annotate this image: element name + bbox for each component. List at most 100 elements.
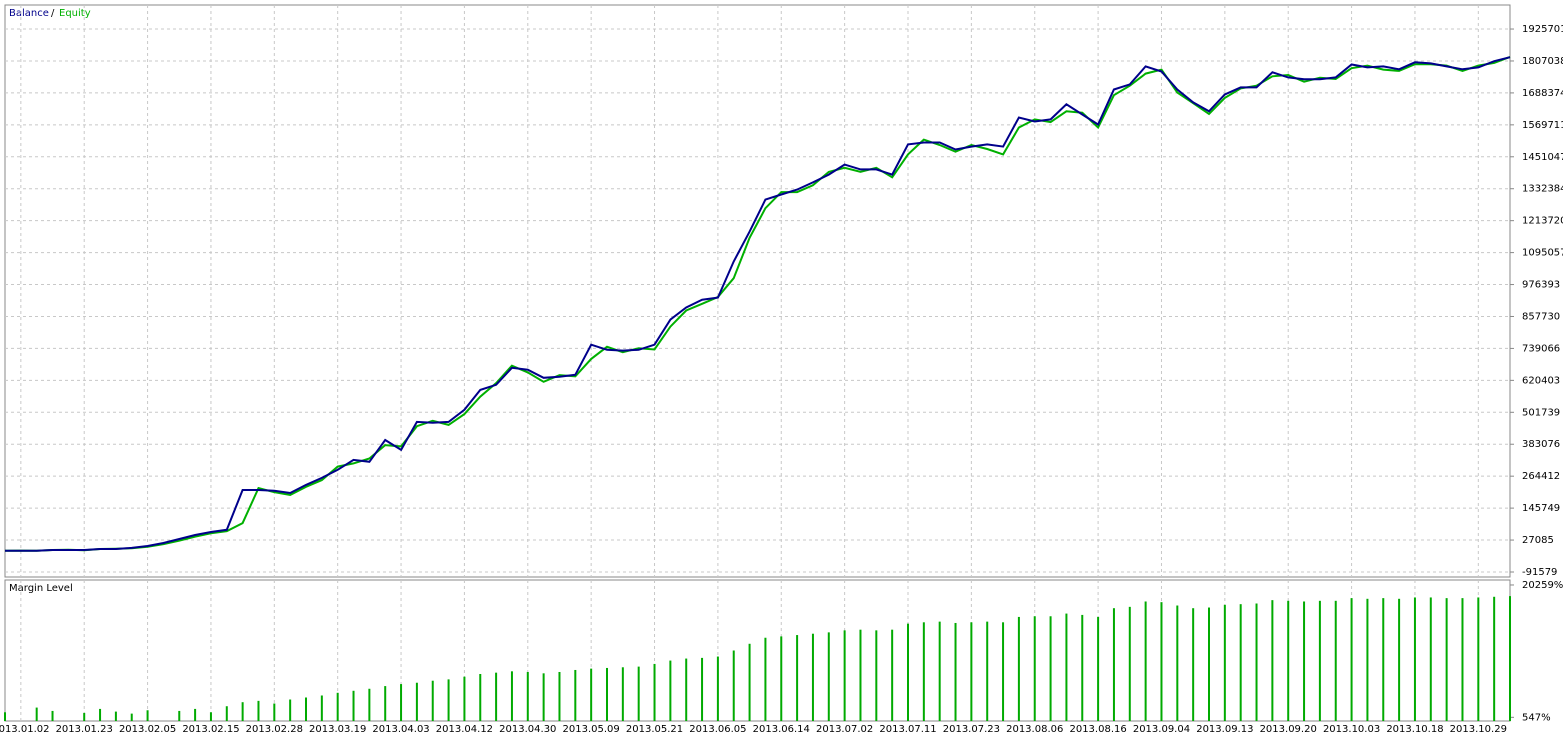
bar [1429,597,1432,721]
bar [907,623,909,721]
x-tick-label: 2013.04.12 [436,724,493,735]
x-tick-label: 2013.09.04 [1133,724,1190,735]
y-tick-label: 976393 [1522,280,1560,291]
bar [701,657,704,721]
bar [479,674,482,721]
bar [1208,607,1210,721]
bar [431,680,434,721]
x-tick-label: 2013.07.23 [943,724,1000,735]
bar [1382,598,1385,721]
bar [1318,600,1321,721]
y-tick-label: 1569711 [1522,120,1563,131]
bar [811,633,814,721]
bar [1097,616,1100,721]
x-tick-label: 2013.03.19 [309,724,366,735]
bar [558,671,561,721]
bar [716,656,719,721]
x-tick-label: 2013.09.13 [1196,724,1253,735]
bar [574,669,577,721]
x-tick-label: 2013.10.29 [1450,724,1507,735]
bar [1128,606,1131,721]
bar [526,671,529,721]
bar [384,686,387,721]
bar [495,672,498,721]
x-tick-label: 2013.07.02 [816,724,873,735]
y-tick-label: 547% [1522,712,1551,723]
x-tick-label: 2013.08.16 [1069,724,1126,735]
bar [875,630,878,721]
y-tick-label: 1095057 [1522,248,1563,259]
bar [732,650,735,721]
bar [685,658,688,721]
y-tick-label: 1451047 [1522,152,1563,163]
y-tick-label: 264412 [1522,471,1560,482]
equity-panel [4,4,1511,578]
x-tick-label: 2013.04.03 [372,724,429,735]
bar [194,708,197,721]
bar [606,667,608,721]
bar [621,667,624,721]
bar [305,697,307,721]
bar [1160,602,1163,721]
bar [1477,597,1480,721]
bar [1081,614,1084,721]
x-tick-label: 2013.02.05 [119,724,176,735]
bar [1271,600,1274,721]
x-tick-label: 2013.09.20 [1260,724,1317,735]
bar [273,703,276,721]
bar [99,708,102,721]
bar [1287,600,1290,721]
x-tick-label: 2013.06.14 [753,724,810,735]
bar [1445,598,1448,721]
bar [891,629,894,721]
x-tick-label: 2013.10.18 [1386,724,1443,735]
x-tick-label: 2013.05.09 [563,724,620,735]
y-tick-label: 27085 [1522,535,1554,546]
bar [1002,622,1005,721]
bar [922,622,925,721]
bar [130,713,133,721]
bar [178,710,181,721]
bar [415,682,418,721]
bar [748,643,751,721]
bar [463,676,466,721]
y-tick-label: 1925701 [1522,24,1563,35]
y-tick-label: 1807038 [1522,56,1563,67]
bar [1366,598,1369,721]
bar [1223,604,1226,721]
bar [114,711,117,721]
bar [146,710,149,721]
bar [637,666,640,721]
bar [1461,598,1464,721]
bar [1144,601,1147,721]
bar [320,695,323,721]
bar [289,699,292,721]
bar [1413,597,1416,721]
bar [510,671,513,721]
bar [447,679,450,721]
y-tick-label: 20259% [1522,580,1563,591]
bar [1255,603,1258,721]
bar [51,710,54,721]
margin-panel [4,579,1511,722]
panel-title: Margin Level [9,583,73,594]
x-tick-label: 2013.10.03 [1323,724,1380,735]
bar [368,688,371,721]
bar [1049,616,1052,721]
y-tick-label: 501739 [1522,407,1560,418]
bar [1350,598,1353,721]
bar [827,632,830,721]
bar [653,663,656,721]
bar [1192,608,1195,721]
legend-equity: Equity [59,8,91,19]
bar [1033,616,1036,721]
bar [954,622,957,721]
bar [1334,600,1337,721]
y-tick-label: 1332384 [1522,184,1563,195]
y-tick-label: 857730 [1522,311,1560,322]
x-tick-label: 2013.04.30 [499,724,556,735]
bar [35,707,38,721]
bar [241,702,244,721]
bar [83,712,86,721]
